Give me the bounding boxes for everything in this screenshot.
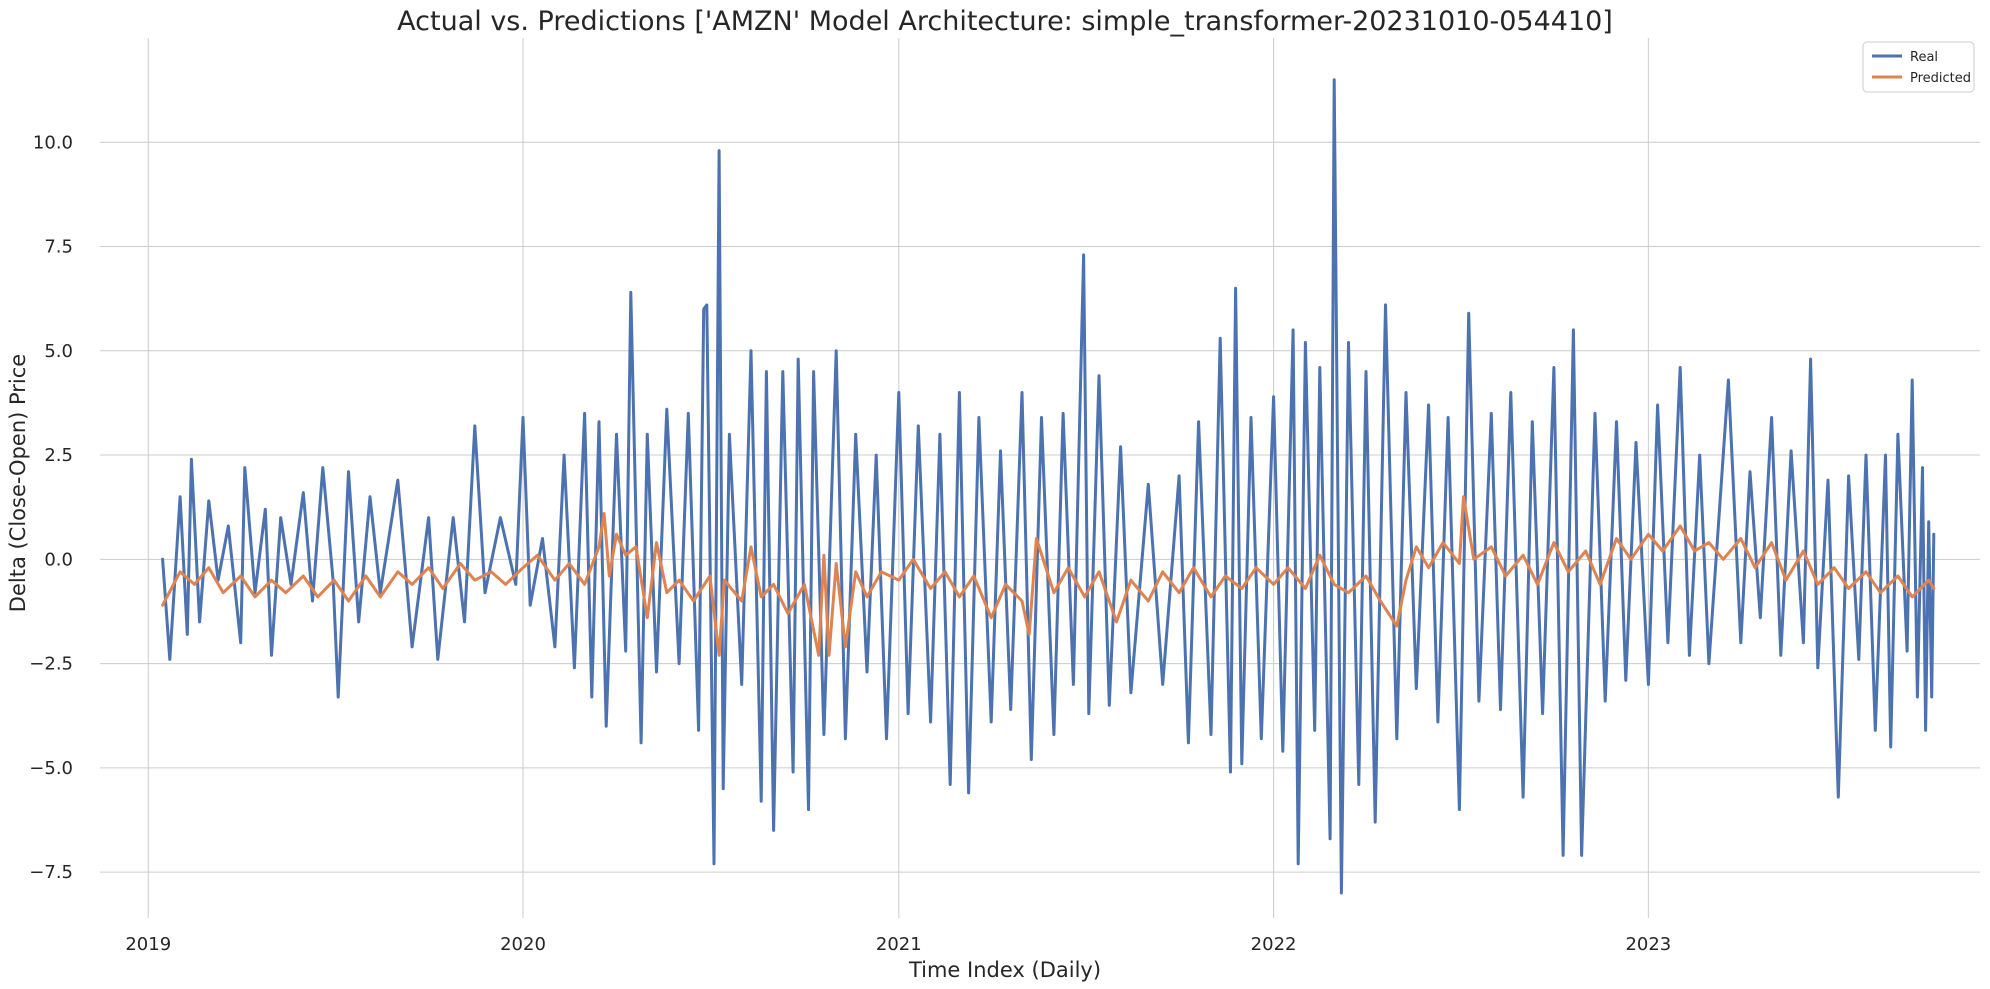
series-line-predicted [161,495,1936,657]
x-tick-label: 2019 [125,934,171,955]
tick-layer: 10.0 7.5 5.0 2.5 0.0 −2.5 −5.0 −7.5 2019 2020 2021… [29,132,1671,955]
grid-layer [100,38,1980,918]
y-axis-title: Delta (Close-Open) Price [6,354,30,612]
chart-title: Actual vs. Predictions ['AMZN' Model Arc… [397,6,1613,37]
y-tick-label: 0.0 [44,549,73,570]
legend-label-real: Real [1910,50,1938,65]
x-tick-label: 2023 [1625,934,1671,955]
y-tick-label: −2.5 [29,654,73,675]
y-tick-label: −5.0 [29,758,73,779]
y-tick-label: 7.5 [44,237,73,258]
y-tick-label: 5.0 [44,341,73,362]
x-tick-label: 2022 [1251,934,1297,955]
legend-label-predicted: Predicted [1910,71,1971,86]
series-line-real [161,78,1936,895]
series-layer [161,78,1936,895]
x-tick-label: 2021 [876,934,922,955]
y-tick-label: 10.0 [33,132,73,153]
x-axis-title: Time Index (Daily) [908,958,1101,982]
y-tick-label: −7.5 [29,862,73,883]
x-tick-label: 2020 [500,934,546,955]
y-tick-label: 2.5 [44,445,73,466]
legend: Real Predicted [1862,41,1975,93]
